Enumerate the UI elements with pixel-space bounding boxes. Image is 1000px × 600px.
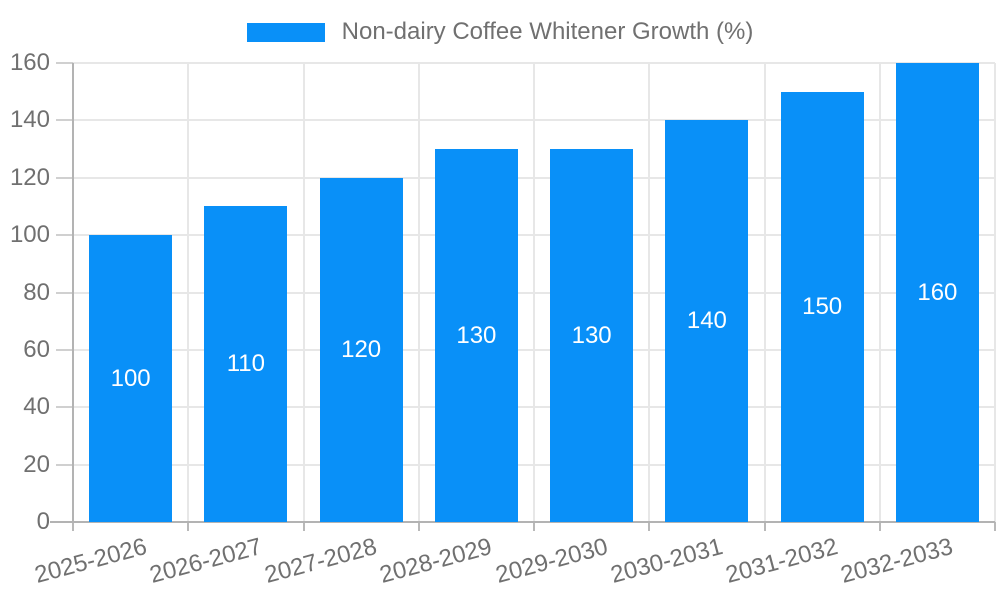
x-tick-mark (648, 522, 651, 531)
y-tick-mark (56, 463, 73, 466)
x-axis-line (50, 521, 995, 523)
y-axis-label: 80 (23, 278, 50, 306)
bar-2030-2031[interactable] (665, 120, 749, 522)
x-tick-mark (763, 522, 766, 531)
y-tick-mark (56, 291, 73, 294)
v-gridline (187, 63, 190, 522)
v-gridline (994, 63, 996, 522)
y-axis-label: 160 (9, 49, 50, 76)
y-axis-label: 60 (23, 335, 50, 363)
bar-2027-2028[interactable] (319, 177, 403, 522)
bar-value-label: 140 (686, 307, 727, 335)
y-tick-mark (56, 406, 73, 409)
bar-2028-2029[interactable] (434, 149, 518, 522)
y-axis-label: 40 (23, 393, 50, 421)
x-tick-mark (878, 522, 881, 531)
y-axis-line (72, 63, 74, 522)
y-axis-label: 20 (23, 450, 50, 478)
x-tick-mark (417, 522, 420, 531)
x-tick-mark (533, 522, 535, 531)
v-gridline (878, 63, 881, 522)
y-axis-label: 100 (9, 221, 50, 249)
legend-swatch (246, 22, 325, 42)
legend[interactable]: Non-dairy Coffee Whitener Growth (%) (0, 18, 1000, 46)
bar-value-label: 100 (110, 364, 151, 392)
bar-2026-2027[interactable] (204, 206, 288, 522)
v-gridline (763, 63, 766, 522)
x-tick-mark (994, 522, 996, 531)
v-gridline (648, 63, 651, 522)
y-tick-mark (56, 348, 73, 351)
y-tick-mark (56, 119, 73, 122)
bar-value-label: 110 (226, 350, 265, 378)
bar-2025-2026[interactable] (89, 235, 173, 522)
x-tick-mark (302, 522, 305, 531)
y-axis-label: 140 (9, 106, 50, 134)
y-tick-mark (56, 234, 73, 237)
v-gridline (302, 63, 305, 522)
bar-2032-2033[interactable] (895, 63, 979, 522)
y-tick-mark (56, 176, 73, 179)
bar-value-label: 120 (341, 335, 382, 363)
bar-value-label: 150 (802, 292, 843, 320)
bar-2029-2030[interactable] (550, 149, 634, 522)
x-tick-mark (187, 522, 190, 531)
x-tick-mark (72, 522, 74, 531)
v-gridline (417, 63, 420, 522)
v-gridline (533, 63, 535, 522)
bar-value-label: 130 (456, 321, 497, 349)
bar-2031-2032[interactable] (780, 91, 864, 522)
legend-label: Non-dairy Coffee Whitener Growth (%) (341, 18, 754, 45)
bar-value-label: 160 (917, 278, 958, 306)
y-axis-label: 120 (9, 163, 50, 191)
bar-value-label: 130 (571, 321, 612, 349)
y-tick-mark (56, 62, 73, 64)
y-axis-label: 0 (36, 508, 50, 535)
